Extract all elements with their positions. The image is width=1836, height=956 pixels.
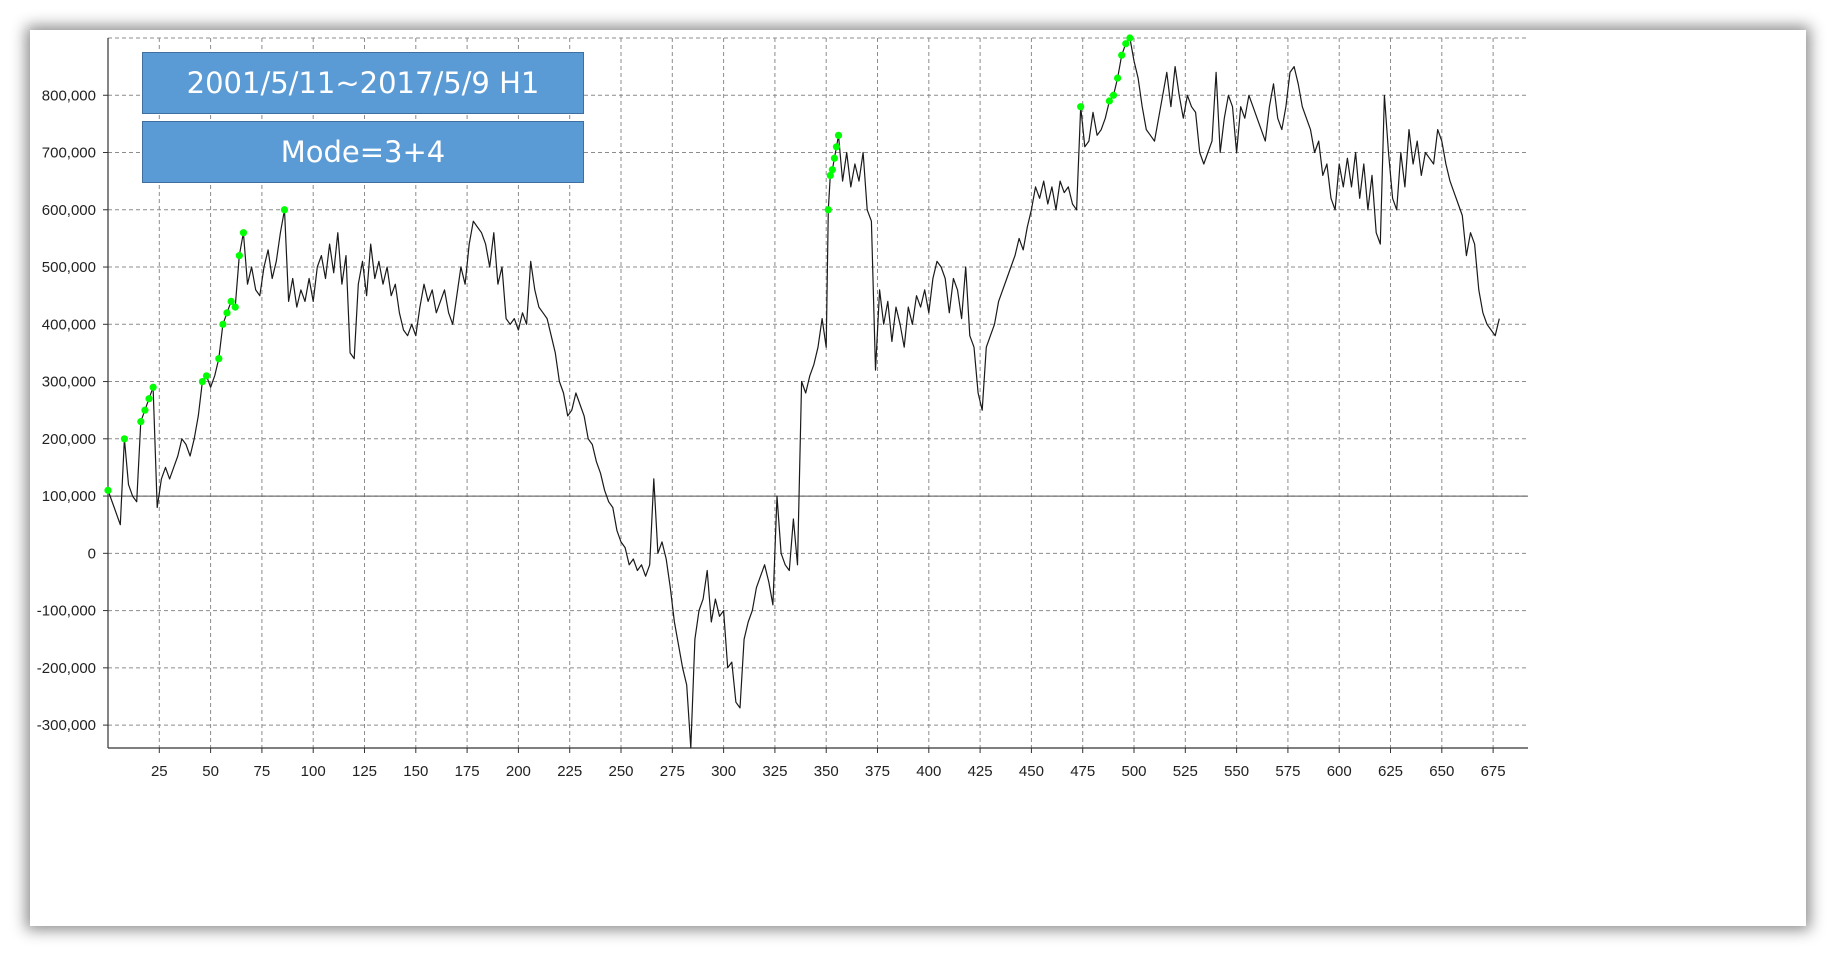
data-point-marker [239, 229, 248, 237]
y-tick-label: 500,000 [42, 259, 96, 276]
data-point-marker [1113, 74, 1122, 82]
data-point-marker [830, 154, 839, 162]
line-chart: -300,000 -200,000 -100,000 0 100,000 200,000 3… [37, 34, 1528, 780]
y-tick-label: 0 [88, 545, 96, 562]
y-tick-label: 400,000 [42, 316, 96, 333]
data-point-marker [198, 377, 206, 386]
x-tick-label: 125 [352, 763, 377, 780]
data-point-marker [280, 206, 289, 214]
data-point-marker [828, 166, 836, 174]
x-tick-label: 100 [301, 763, 326, 780]
x-tick-label: 450 [1019, 763, 1044, 780]
data-point-marker [137, 418, 145, 426]
chart-subtitle: Mode=3+4 [280, 135, 446, 169]
data-point-marker [145, 395, 153, 403]
data-point-marker [120, 435, 129, 443]
data-point-marker [227, 297, 235, 305]
x-tick-label: 600 [1327, 763, 1352, 780]
chart-title: 2001/5/11~2017/5/9 H1 [186, 66, 540, 100]
x-tick-label: 175 [455, 763, 480, 780]
data-point-marker [1118, 51, 1126, 59]
data-point-marker [1109, 91, 1118, 99]
data-point-marker [141, 406, 149, 414]
x-tick-label: 675 [1481, 763, 1506, 780]
y-tick-label: 300,000 [42, 374, 96, 391]
data-point-marker [235, 251, 243, 260]
y-axis-tick-labels: -300,000 -200,000 -100,000 0 100,000 200,000 3… [37, 87, 96, 734]
x-tick-label: 550 [1224, 763, 1249, 780]
data-point-marker [824, 206, 832, 214]
x-tick-label: 625 [1378, 763, 1403, 780]
chart-title-box: 2001/5/11~2017/5/9 H1 [142, 52, 584, 114]
x-tick-label: 25 [151, 763, 168, 780]
data-point-marker [149, 383, 157, 391]
x-tick-label: 325 [762, 763, 787, 780]
x-tick-label: 225 [557, 763, 582, 780]
series-line [107, 37, 1500, 749]
x-tick-label: 150 [403, 763, 428, 780]
x-axis-tick-labels: 25 50 75 100 125 150 175 200 225 250 275 300 325 350 3… [151, 763, 1506, 780]
y-tick-label: -300,000 [37, 717, 96, 734]
data-point-marker [104, 486, 112, 494]
data-point-marker [826, 171, 834, 180]
data-point-marker [832, 143, 841, 151]
y-tick-label: 800,000 [42, 87, 96, 104]
x-tick-label: 350 [814, 763, 839, 780]
x-tick-label: 275 [660, 763, 685, 780]
x-tick-label: 75 [254, 763, 271, 780]
y-tick-label: 600,000 [42, 202, 96, 219]
data-point-marker [219, 320, 227, 328]
x-tick-label: 575 [1275, 763, 1300, 780]
x-tick-label: 250 [608, 763, 633, 780]
data-point-marker [215, 355, 223, 363]
x-tick-label: 375 [865, 763, 890, 780]
data-point-marker [1077, 103, 1085, 111]
x-tick-label: 650 [1429, 763, 1454, 780]
series-markers [104, 34, 1134, 494]
y-tick-label: 100,000 [42, 488, 96, 505]
x-tick-label: 425 [968, 763, 993, 780]
chart-frame: -300,000 -200,000 -100,000 0 100,000 200,000 3… [30, 30, 1806, 926]
chart-subtitle-box: Mode=3+4 [142, 121, 584, 183]
y-tick-label: -100,000 [37, 603, 96, 620]
data-point-marker [1126, 34, 1134, 42]
series-lines [107, 37, 1500, 749]
x-tick-label: 525 [1173, 763, 1198, 780]
data-point-marker [1122, 40, 1130, 48]
x-tick-label: 50 [202, 763, 219, 780]
data-point-marker [834, 131, 843, 139]
x-tick-label: 500 [1121, 763, 1146, 780]
axes [103, 38, 1528, 753]
data-point-marker [202, 372, 211, 380]
y-tick-label: -200,000 [37, 660, 96, 677]
y-tick-label: 200,000 [42, 431, 96, 448]
data-point-marker [1105, 97, 1113, 105]
x-tick-label: 200 [506, 763, 531, 780]
data-point-marker [231, 303, 239, 311]
grid [108, 37, 1528, 748]
x-tick-label: 475 [1070, 763, 1095, 780]
x-tick-label: 400 [916, 763, 941, 780]
x-tick-label: 300 [711, 763, 736, 780]
y-tick-label: 700,000 [42, 145, 96, 162]
data-point-marker [223, 309, 231, 317]
